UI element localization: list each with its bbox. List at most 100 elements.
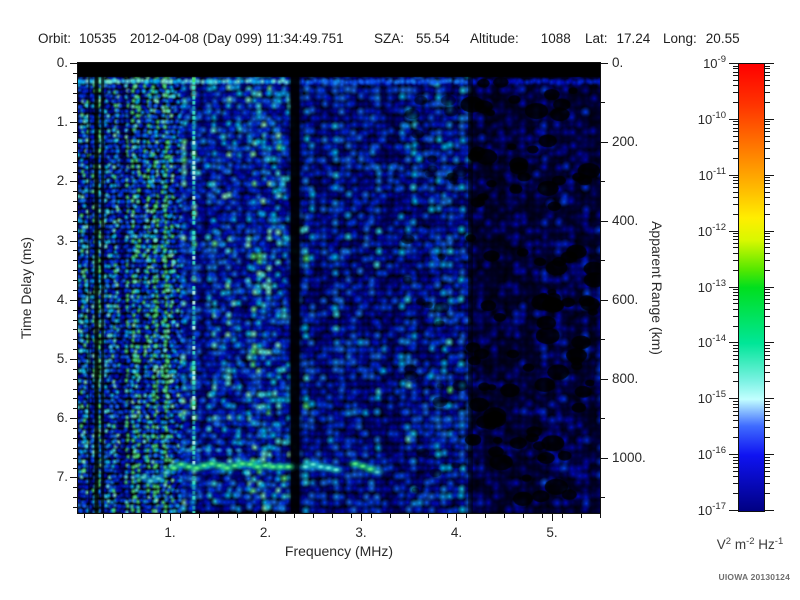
y-right-tick-label: 0. <box>612 55 624 70</box>
header-label-long: Long: <box>663 31 697 46</box>
colorbar-minor-tick <box>733 289 738 291</box>
colorbar-minor-tick <box>733 347 738 349</box>
x-axis-minor-tick <box>408 514 410 518</box>
colorbar-minor-tick <box>733 243 738 245</box>
colorbar-minor-tick <box>765 92 770 94</box>
colorbar-minor-tick <box>765 462 770 464</box>
colorbar-minor-tick <box>733 121 738 123</box>
colorbar-tick-label: 10-17 <box>697 501 726 518</box>
header-label-sza: SZA: <box>374 31 405 46</box>
header-item-long: Long: 20.55 <box>663 31 740 46</box>
x-axis-minor-tick <box>275 514 276 518</box>
colorbar-minor-tick <box>765 347 770 349</box>
colorbar-minor-tick <box>733 269 738 271</box>
x-axis-minor-tick <box>427 514 429 518</box>
colorbar-minor-tick <box>765 127 770 129</box>
colorbar-minor-tick <box>765 308 770 310</box>
colorbar-unit-label: V2 m-2 Hz-1 <box>698 536 800 552</box>
y-right-tick-label: 600. <box>612 291 639 307</box>
y-left-minor-tick <box>73 378 77 380</box>
colorbar-minor-tick <box>765 354 770 356</box>
colorbar-minor-tick <box>765 456 770 458</box>
header-item-altitude: Altitude: 1088 <box>470 31 571 46</box>
colorbar-major-tick <box>729 510 738 511</box>
y-left-minor-tick <box>73 230 77 232</box>
colorbar-minor-tick <box>733 141 738 143</box>
y-left-minor-tick <box>73 339 77 341</box>
colorbar-tick-label: 10-10 <box>697 110 726 127</box>
header-label-lat: Lat: <box>585 31 608 46</box>
colorbar-major-tick <box>765 510 774 511</box>
colorbar-minor-tick <box>733 148 738 150</box>
y-left-minor-tick <box>73 201 77 203</box>
x-axis-minor-tick <box>351 514 353 518</box>
y-right-tick-label: 400. <box>612 212 639 228</box>
y-left-tick-label: 6. <box>56 410 68 426</box>
colorbar-minor-tick <box>733 71 738 73</box>
header-value-long: 20.55 <box>705 31 740 46</box>
y-left-minor-tick <box>73 437 77 439</box>
header-item-lat: Lat: 17.24 <box>585 31 650 46</box>
y-left-minor-tick <box>73 82 77 84</box>
y-right-tick-label: 1000. <box>612 449 646 465</box>
colorbar-major-tick <box>765 175 774 176</box>
colorbar-minor-tick <box>765 247 770 249</box>
x-axis-minor-tick <box>580 514 582 518</box>
colorbar-major-tick <box>765 119 774 120</box>
colorbar-minor-tick <box>765 239 770 241</box>
x-axis-minor-tick <box>466 514 467 518</box>
colorbar-minor-tick <box>733 203 738 205</box>
x-axis-minor-tick <box>446 514 448 518</box>
colorbar-minor-tick <box>733 124 738 126</box>
colorbar-minor-tick <box>733 308 738 310</box>
colorbar-minor-tick <box>765 420 770 422</box>
y-left-minor-tick <box>73 309 77 311</box>
colorbar-minor-tick <box>733 183 738 185</box>
colorbar-minor-tick <box>733 459 738 461</box>
colorbar-minor-tick <box>765 203 770 205</box>
colorbar-minor-tick <box>733 415 738 417</box>
y-left-minor-tick <box>73 289 77 291</box>
colorbar-minor-tick <box>733 403 738 405</box>
colorbar-minor-tick <box>765 177 770 179</box>
colorbar-minor-tick <box>765 180 770 182</box>
y-left-minor-tick <box>73 428 77 430</box>
colorbar-minor-tick <box>733 247 738 249</box>
colorbar-minor-tick <box>765 183 770 185</box>
y-left-minor-tick <box>73 487 77 489</box>
colorbar-minor-tick <box>765 243 770 245</box>
colorbar-tick-label: 10-12 <box>697 222 726 239</box>
colorbar-minor-tick <box>765 135 770 137</box>
y-axis-title-right: Apparent Range (km) <box>649 221 665 355</box>
colorbar-minor-tick <box>733 371 738 373</box>
x-axis-minor-tick <box>179 514 181 518</box>
colorbar-minor-tick <box>733 354 738 356</box>
x-axis-minor-tick <box>217 514 219 518</box>
y-left-major-tick <box>70 359 77 360</box>
colorbar-major-tick <box>765 287 774 288</box>
y-left-minor-tick <box>73 388 77 390</box>
y-left-tick-label: 5. <box>56 351 68 366</box>
colorbar-minor-tick <box>733 325 738 327</box>
colorbar-minor-tick <box>765 493 770 495</box>
colorbar-minor-tick <box>765 75 770 77</box>
colorbar-minor-tick <box>733 462 738 464</box>
colorbar-major-tick <box>765 342 774 343</box>
y-right-minor-tick <box>601 102 605 104</box>
y-left-major-tick <box>70 240 77 242</box>
y-left-minor-tick <box>73 72 77 74</box>
x-axis-minor-tick <box>370 514 372 518</box>
y-left-tick-label: 4. <box>56 291 68 307</box>
y-left-minor-tick <box>73 191 77 193</box>
colorbar-minor-tick <box>765 269 770 271</box>
colorbar-minor-tick <box>765 259 770 261</box>
y-left-major-tick <box>70 181 77 183</box>
colorbar-tick-label: 10-13 <box>697 278 726 295</box>
colorbar-major-tick <box>765 454 774 455</box>
colorbar-minor-tick <box>765 410 770 412</box>
colorbar-minor-tick <box>765 459 770 461</box>
header-value-orbit: 10535 <box>79 31 117 46</box>
y-left-minor-tick <box>73 151 77 153</box>
colorbar-major-tick <box>729 231 738 232</box>
y-left-tick-label: 3. <box>56 232 68 248</box>
